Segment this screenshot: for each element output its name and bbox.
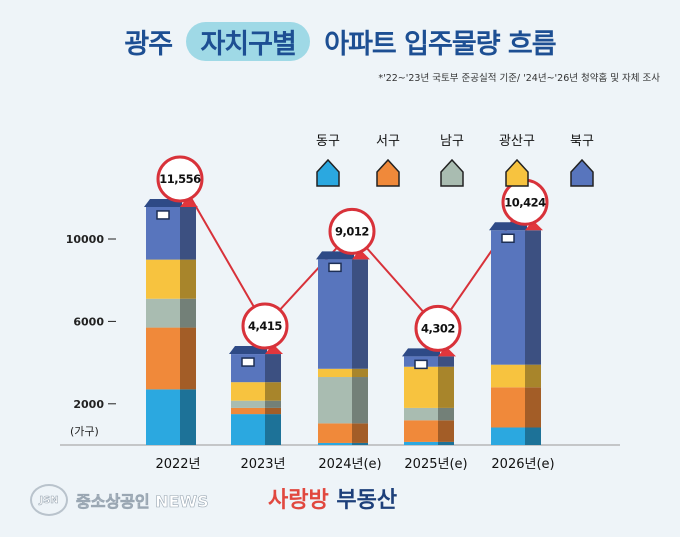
legend-house-icon [570,158,594,187]
bar-side-남구 [265,400,281,408]
total-label: 11,556 [159,172,201,186]
bar-side-북구 [352,259,368,369]
house-roof-side [265,344,283,355]
bar-segment-동구 [231,414,265,445]
house-window [156,210,170,220]
title-highlight: 자치구별 [186,22,310,61]
legend-house-icon [316,158,340,187]
y-tick-label: 10000 [66,233,105,246]
total-bubble [156,155,204,203]
news-name: 중소상공인 NEWS [76,492,209,512]
bar-side-동구 [438,441,454,445]
bar-segment-북구 [491,230,525,365]
bar-segment-남구 [146,298,180,328]
bar-side-북구 [438,356,454,367]
x-tick-label: 2025년(e) [404,457,467,472]
bar-side-서구 [180,327,196,390]
legend-house-icon [376,158,400,187]
source-note: *'22~'23년 국토부 준공실적 기준/ '24년~'26년 청약홈 및 자… [378,73,660,84]
house-roof-side [352,249,370,260]
legend-label: 남구 [440,134,464,149]
bar-side-서구 [352,423,368,443]
legend-label: 서구 [376,134,400,149]
total-label: 4,415 [248,319,282,333]
bar-segment-광산구 [231,382,265,401]
y-unit-label: (가구) [70,425,99,438]
house-roof-side [525,220,543,231]
x-tick-label: 2023년 [240,457,285,472]
bar-side-북구 [180,206,196,260]
house-roof-side [180,196,198,207]
bar-segment-남구 [231,400,265,408]
title-part2: 아파트 입주물량 흐름 [324,29,556,60]
bar-segment-서구 [231,407,265,415]
y-tick-label: 6000 [73,315,104,328]
bar-segment-광산구 [146,259,180,299]
brand-accent: 사랑방 [268,488,329,513]
legend-label: 동구 [316,134,340,149]
bar-side-서구 [438,420,454,442]
legend-label: 북구 [570,134,594,149]
bar-segment-광산구 [491,364,525,388]
legend-house-icon [505,158,529,187]
total-bubble [241,302,289,350]
bar-segment-남구 [404,407,438,421]
bar-side-광산구 [438,366,454,408]
bar-segment-광산구 [404,366,438,408]
house-window [328,262,342,273]
bar-side-북구 [525,230,541,365]
house-window [414,359,428,370]
bar-segment-서구 [318,423,352,443]
y-tick-label: 2000 [73,398,104,411]
total-label: 10,424 [504,195,546,209]
bar-side-광산구 [525,364,541,388]
bar-side-동구 [180,389,196,445]
bar-side-동구 [352,442,368,445]
title-part1: 광주 [124,29,173,60]
bar-side-광산구 [352,368,368,378]
bar-segment-동구 [491,427,525,445]
bar-segment-남구 [318,377,352,424]
chart-title: 광주 자치구별 아파트 입주물량 흐름 [0,22,680,61]
legend-label: 광산구 [499,134,535,149]
bar-segment-서구 [146,327,180,390]
bar-segment-동구 [318,442,352,445]
bar-side-광산구 [265,382,281,401]
bar-side-북구 [265,354,281,383]
x-tick-label: 2024년(e) [318,457,381,472]
total-label: 4,302 [421,321,455,335]
total-bubble [414,304,462,352]
bar-segment-서구 [491,387,525,428]
bar-side-동구 [265,414,281,445]
bar-side-서구 [265,407,281,415]
bar-segment-서구 [404,420,438,442]
total-bubble [328,207,376,255]
bar-segment-동구 [404,441,438,445]
bar-side-남구 [438,407,454,421]
house-window [501,233,515,244]
bar-segment-광산구 [318,368,352,378]
news-logo-mark: JSN [30,484,68,516]
bar-side-서구 [525,387,541,428]
news-logo: JSN 중소상공인 NEWS [30,484,209,516]
bar-side-동구 [525,427,541,445]
bar-side-남구 [180,298,196,328]
bar-side-남구 [352,377,368,424]
x-tick-label: 2022년 [155,457,200,472]
brand-logo: 사랑방 부동산 [268,482,397,514]
brand-rest: 부동산 [328,488,398,513]
total-label: 9,012 [335,224,369,238]
house-window [241,357,255,367]
x-tick-label: 2026년(e) [491,457,554,472]
legend-house-icon [440,158,464,187]
bar-segment-동구 [146,389,180,445]
house-roof-side [438,346,456,357]
bar-segment-북구 [318,259,352,369]
bar-side-광산구 [180,259,196,299]
